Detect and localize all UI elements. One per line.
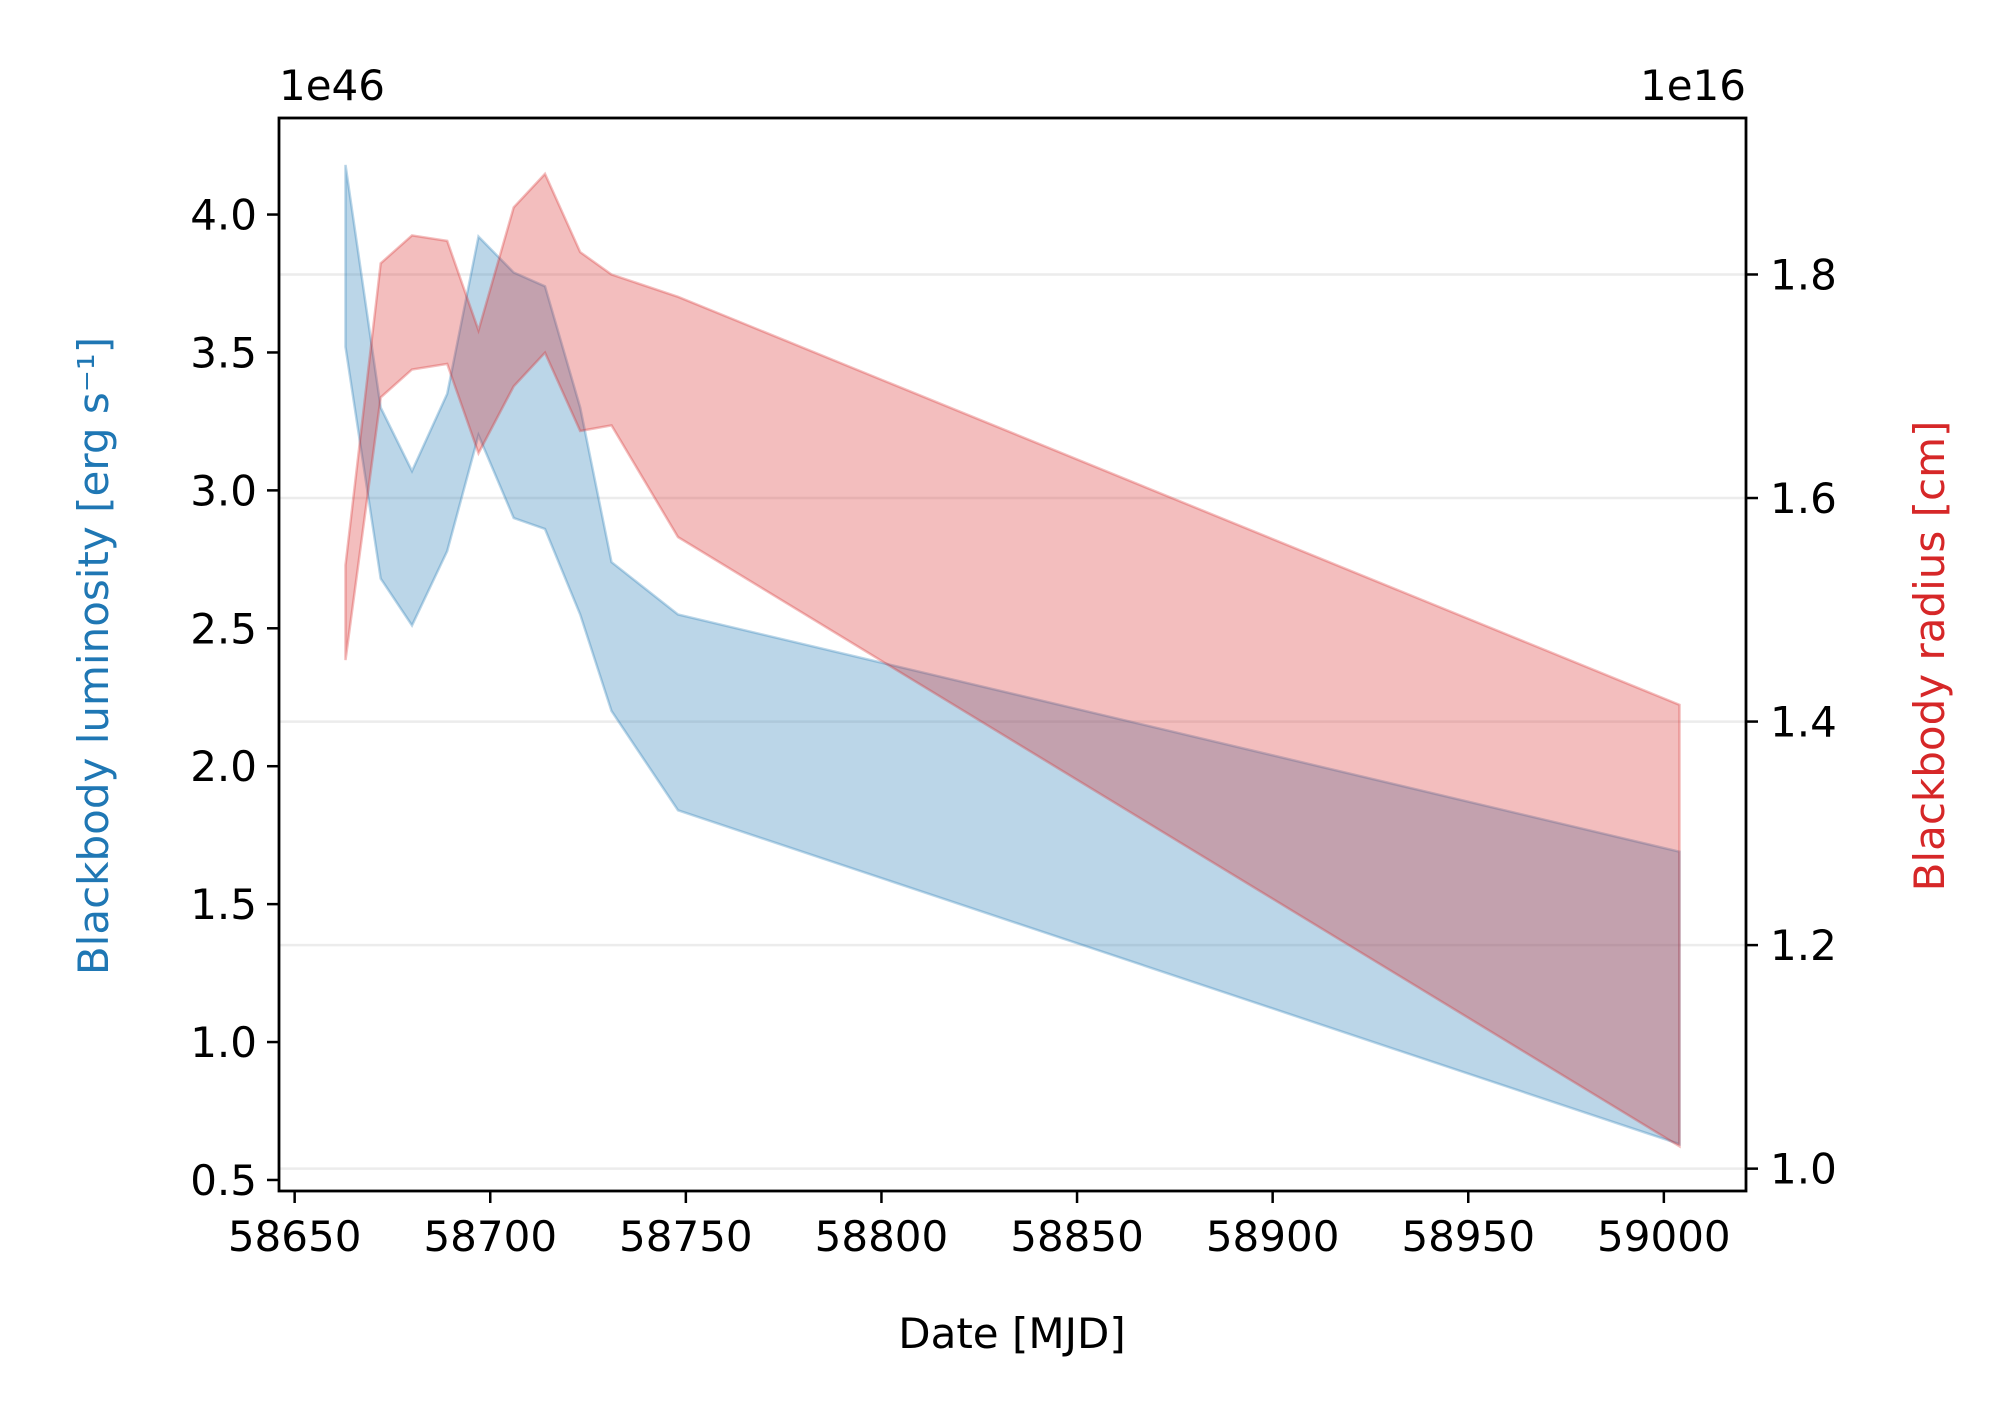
x-tick-label-6: 58950 <box>1401 1212 1535 1261</box>
x-tick-label-1: 58700 <box>423 1212 557 1261</box>
grid-layer <box>279 273 1746 1170</box>
y-right-tick-label-0: 1.0 <box>1770 1145 1837 1194</box>
x-tick-label-2: 58750 <box>619 1212 753 1261</box>
y-left-tick-label-5: 3.0 <box>190 466 257 515</box>
radius-band <box>344 171 1681 1149</box>
y-left-tick-label-3: 2.0 <box>190 742 257 791</box>
left-offset-label: 1e46 <box>279 61 385 110</box>
y-right-tick-label-1: 1.2 <box>1770 921 1837 970</box>
x-tick-label-3: 58800 <box>815 1212 949 1261</box>
axes-layer: 58650 58700 58750 58800 58850 58900 58950 59000… <box>190 116 1837 1261</box>
y-axis-left-title: Blackbody luminosity [erg s⁻¹] <box>69 337 118 975</box>
band-layer <box>344 164 1681 1149</box>
right-offset-label: 1e16 <box>1640 61 1746 110</box>
y-left-tick-label-2: 1.5 <box>190 880 257 929</box>
y-left-tick-label-7: 4.0 <box>190 191 257 240</box>
y-left-tick-label-4: 2.5 <box>190 604 257 653</box>
y-right-tick-label-2: 1.4 <box>1770 698 1837 747</box>
luminosity-band <box>344 164 1681 1146</box>
y-axis-right-title: Blackbody radius [cm] <box>1905 421 1954 892</box>
x-tick-label-7: 59000 <box>1597 1212 1731 1261</box>
y-right-tick-label-3: 1.6 <box>1770 474 1837 523</box>
y-left-tick-label-1: 1.0 <box>190 1018 257 1067</box>
y-left-tick-label-0: 0.5 <box>190 1156 257 1205</box>
plot-frame <box>277 116 1748 1193</box>
x-tick-label-5: 58900 <box>1206 1212 1340 1261</box>
x-axis-title: Date [MJD] <box>898 1309 1125 1358</box>
y-left-tick-label-6: 3.5 <box>190 328 257 377</box>
y-right-tick-label-4: 1.8 <box>1770 250 1837 299</box>
x-tick-label-0: 58650 <box>228 1212 362 1261</box>
x-tick-label-4: 58850 <box>1010 1212 1144 1261</box>
